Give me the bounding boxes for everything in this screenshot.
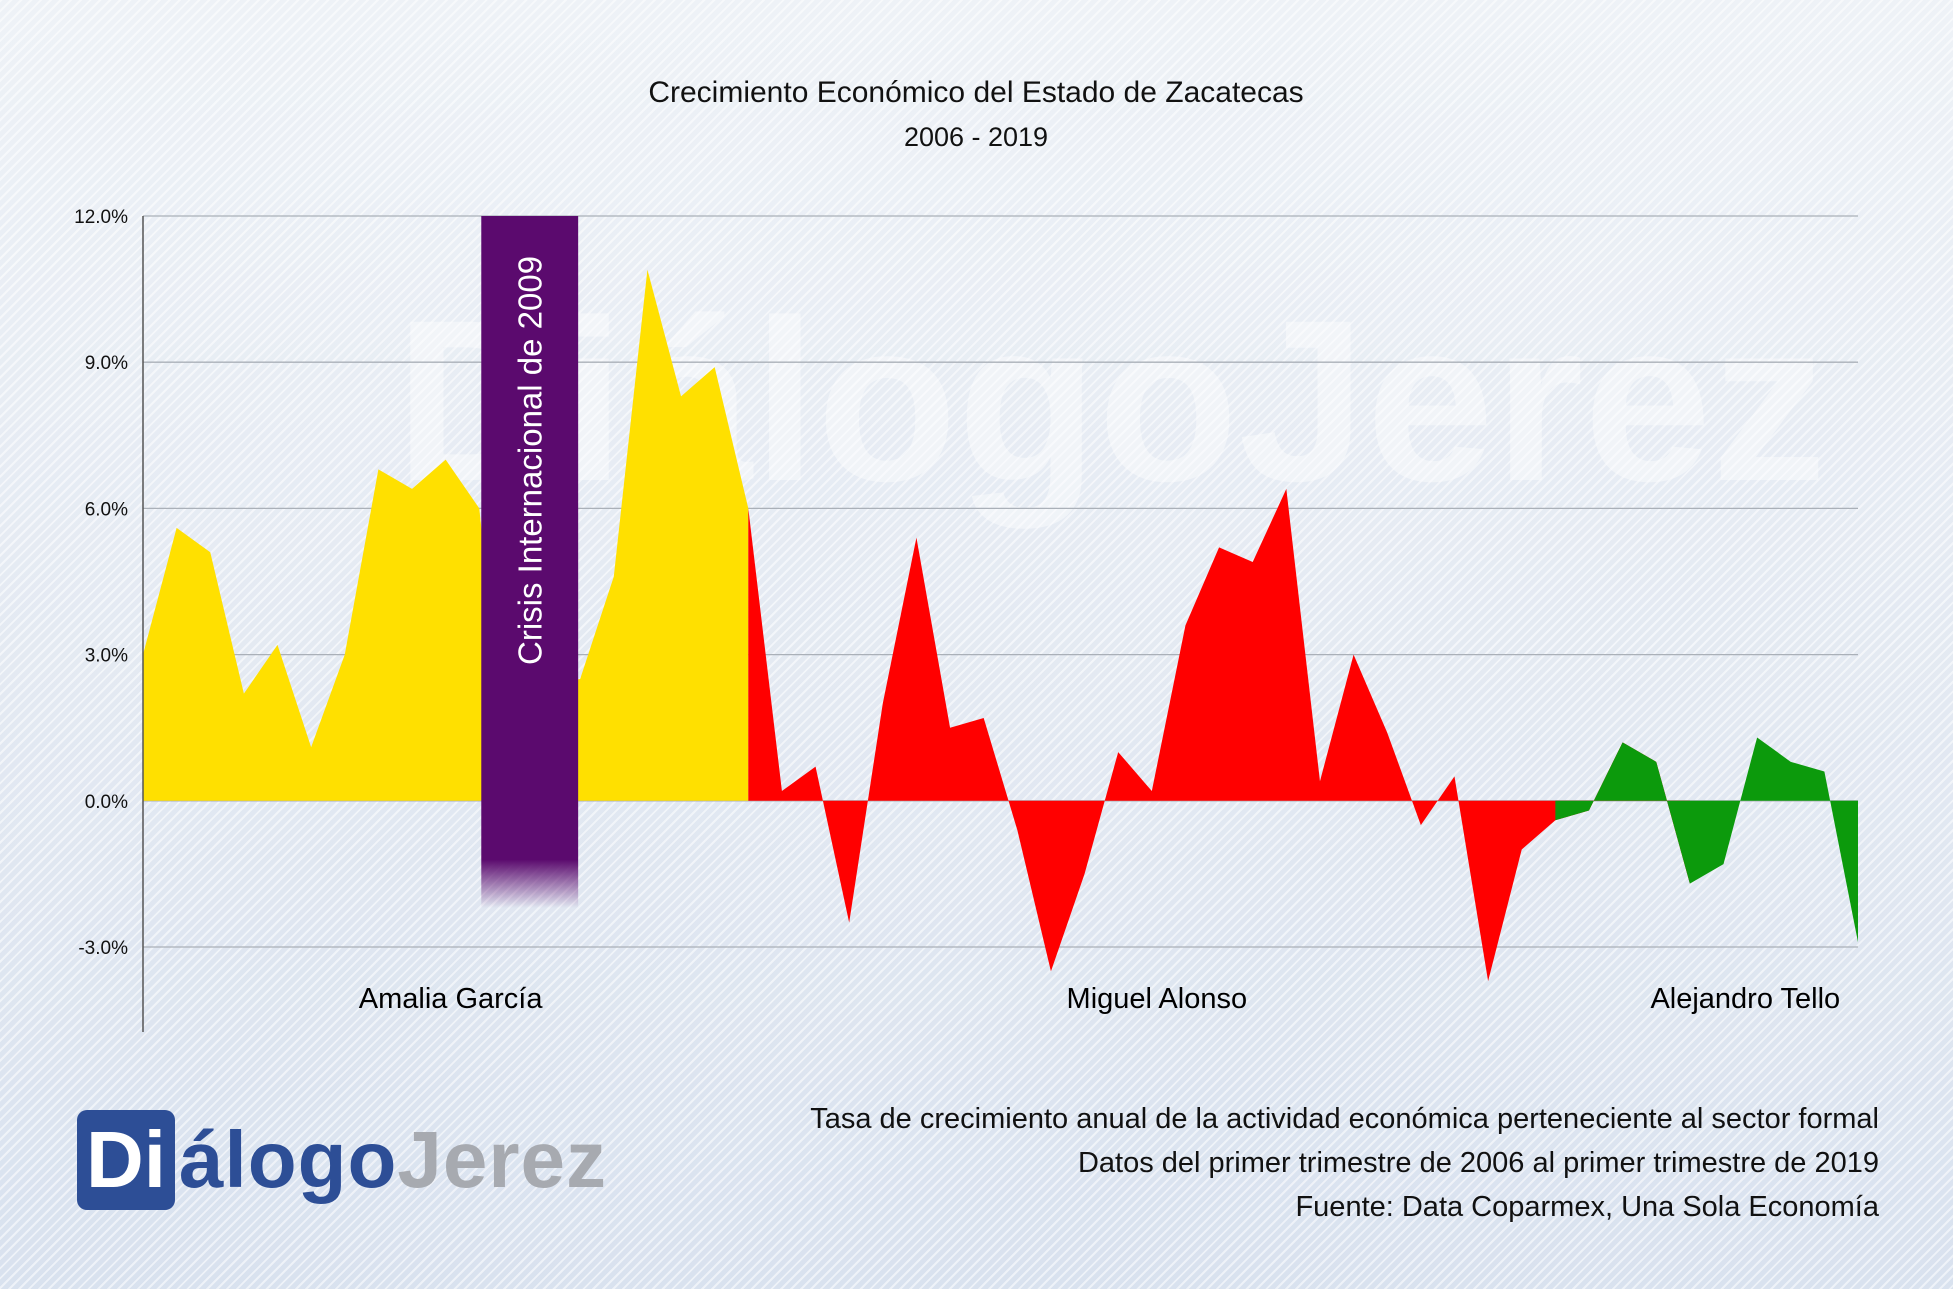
chart-subtitle: 2006 - 2019 xyxy=(904,122,1048,152)
y-tick-label: 3.0% xyxy=(85,646,128,667)
y-tick-label: 12.0% xyxy=(74,207,128,228)
y-tick-label: 6.0% xyxy=(85,499,128,520)
period-label: Alejandro Tello xyxy=(1650,983,1840,1015)
period-label: Miguel Alonso xyxy=(1067,983,1248,1015)
y-axis-ticks: 12.0% 9.0% 6.0% 3.0% 0.0% -3.0% xyxy=(74,207,128,959)
crisis-band: Crisis Internacional de 2009 xyxy=(481,216,579,909)
watermark-text: DiálogoJerez xyxy=(395,272,1827,529)
logo-box: Di xyxy=(77,1110,175,1210)
dialogo-jerez-logo: Di álogoJerez xyxy=(77,1110,607,1210)
crisis-annotation: Crisis Internacional de 2009 xyxy=(512,256,549,665)
period-label: Amalia García xyxy=(359,983,544,1015)
y-tick-label: 0.0% xyxy=(85,792,128,813)
logo-wordmark: álogoJerez xyxy=(179,1120,607,1200)
note-source: Fuente: Data Coparmex, Una Sola Economía xyxy=(1295,1191,1879,1223)
note-description: Tasa de crecimiento anual de la activida… xyxy=(810,1103,1879,1135)
logo-text-dark: álogo xyxy=(179,1115,398,1204)
chart-title: Crecimiento Económico del Estado de Zaca… xyxy=(648,76,1303,109)
series-area-alejandro-tello xyxy=(1555,737,1858,943)
note-period: Datos del primer trimestre de 2006 al pr… xyxy=(1077,1147,1879,1179)
series-area-amalia-garcía xyxy=(143,269,749,831)
series-areas xyxy=(143,269,1858,982)
logo-text-grey: Jerez xyxy=(397,1115,607,1204)
chart-notes: Tasa de crecimiento anual de la activida… xyxy=(810,1097,1879,1229)
y-tick-label: 9.0% xyxy=(85,353,128,374)
y-tick-label: -3.0% xyxy=(78,938,128,959)
series-area-miguel-alonso xyxy=(748,488,1690,982)
crisis-band-rect xyxy=(481,216,579,909)
period-labels: Amalia García Miguel Alonso Alejandro Tell… xyxy=(359,983,1840,1015)
